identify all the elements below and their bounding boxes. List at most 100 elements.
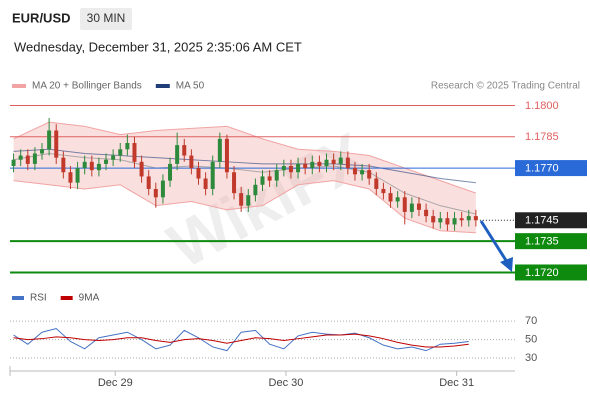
candle-body (452, 218, 457, 225)
candle-body (32, 153, 37, 164)
candle-body (473, 216, 478, 221)
candle-body (18, 155, 23, 160)
candle-body (466, 216, 471, 221)
candle-body (246, 195, 251, 206)
legend-label: 9MA (79, 293, 100, 304)
candle-body (274, 170, 279, 181)
bollinger-band (13, 122, 476, 233)
candle-body (367, 170, 372, 179)
level-label: 1.1770 (525, 162, 559, 174)
bollinger-upper (13, 121, 477, 194)
plot: MA 20 + Bollinger Bands MA 50 1.1800 1.1785… (10, 81, 587, 389)
forecast-arrowhead (500, 257, 513, 272)
interval-box (80, 8, 132, 30)
candle-body (303, 163, 308, 169)
candle-body (345, 157, 350, 169)
candle-body (395, 197, 400, 202)
candle-body (424, 209, 429, 217)
legend-label: RSI (30, 293, 47, 304)
candle-body (11, 159, 16, 166)
candle-body (409, 203, 414, 212)
candle-body (260, 176, 265, 185)
symbol: EUR/USD (12, 10, 71, 25)
legend-swatch (60, 296, 73, 300)
candle-body (168, 163, 173, 181)
candle-body (61, 157, 66, 173)
moving-average (13, 148, 476, 184)
legend-swatch (12, 296, 24, 300)
timestamp: Wednesday, December 31, 2025 2:35:06 AM … (14, 39, 302, 54)
candle-body (331, 159, 336, 164)
bollinger-lower (13, 180, 476, 234)
candle-body (118, 149, 123, 156)
candle-body (75, 168, 80, 183)
candle-body (416, 203, 421, 210)
candle-body (82, 161, 87, 169)
legend-swatch (155, 84, 170, 88)
candle-body (253, 184, 258, 196)
candle-body (317, 161, 322, 166)
x-tick-label: Dec 30 (269, 377, 304, 389)
legend-swatch (12, 84, 26, 88)
candle-body (438, 218, 443, 223)
legend-label: MA 20 + Bollinger Bands (32, 81, 142, 92)
candle-body (139, 161, 144, 177)
candle-body (288, 165, 293, 173)
candle-body (360, 170, 365, 175)
level-label: 1.1735 (525, 236, 559, 248)
candle-body (96, 163, 101, 171)
y-tick-label: 70 (525, 315, 537, 327)
candle-body (232, 172, 237, 194)
candle-body (431, 216, 436, 223)
candle-body (310, 161, 315, 169)
y-tick-label: 50 (525, 334, 537, 346)
level-label: 1.1800 (525, 100, 559, 112)
candle-body (89, 161, 94, 171)
candle-body (25, 155, 30, 164)
candle-body (217, 138, 222, 162)
source: Research © 2025 Trading Central (431, 81, 580, 92)
candle-body (459, 218, 464, 221)
candle-body (153, 188, 158, 198)
candle-body (40, 149, 45, 154)
candle-body (445, 218, 450, 225)
candle-body (338, 157, 343, 164)
level-label: 1.1745 (525, 215, 559, 227)
candle-body (324, 159, 329, 166)
candle-body (54, 130, 59, 158)
candle-body (352, 168, 357, 175)
candle-body (104, 159, 109, 164)
candle-body (175, 145, 180, 164)
interval: 30 MIN (87, 11, 126, 25)
x-tick-label: Dec 31 (439, 377, 474, 389)
candle-body (132, 143, 137, 162)
level-box (515, 233, 587, 250)
candle-body (224, 138, 229, 173)
candle-body (210, 161, 215, 189)
candle-body (402, 197, 407, 212)
level-box (515, 264, 587, 281)
x-tick-label: Dec 29 (98, 377, 133, 389)
candle-body (68, 172, 73, 183)
level-label: 1.1785 (525, 131, 559, 143)
candle-body (203, 178, 208, 189)
y-tick-label: 30 (525, 352, 537, 364)
candle-body (374, 178, 379, 189)
forecast-arrow (479, 220, 509, 263)
legend-label: MA 50 (176, 81, 205, 92)
candle-body (267, 176, 272, 181)
candle-body (296, 163, 301, 173)
indicator-line (13, 328, 469, 352)
candle-body (182, 145, 187, 156)
candle-body (388, 193, 393, 202)
candle-body (111, 155, 116, 160)
candle-body (381, 188, 386, 194)
candle-body (239, 193, 244, 206)
candle-body (160, 180, 165, 198)
candle-body (47, 130, 52, 150)
moving-average (13, 152, 476, 215)
candle-body (146, 176, 151, 189)
level-label: 1.1720 (525, 267, 559, 279)
